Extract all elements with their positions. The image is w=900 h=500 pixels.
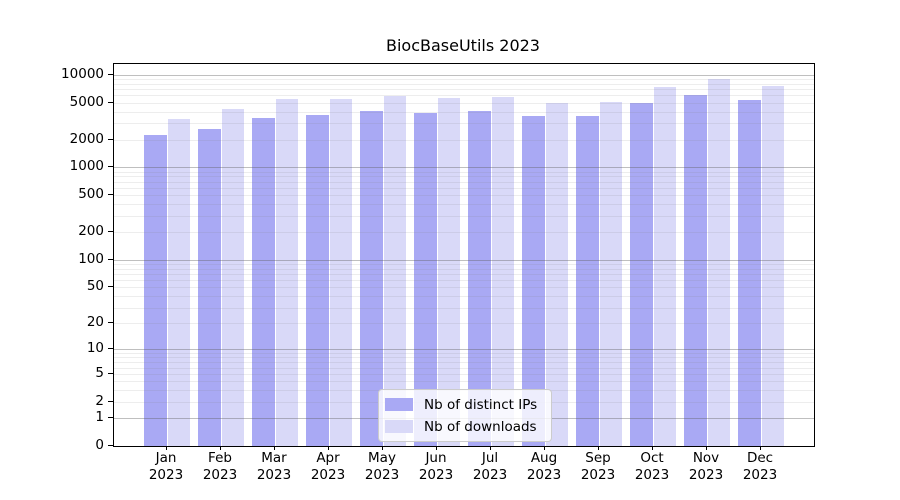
y-tick-mark	[108, 286, 113, 288]
y-tick-label: 1	[95, 409, 104, 425]
x-tick-mark	[328, 446, 329, 450]
y-tick-mark	[108, 445, 113, 446]
y-tick-mark	[108, 322, 113, 324]
bar-downloads	[707, 78, 730, 446]
x-tick-mark	[220, 446, 221, 450]
y-tick-mark	[108, 194, 113, 196]
x-tick-label: Sep 2023	[580, 450, 616, 483]
x-tick-mark	[490, 446, 491, 450]
x-tick-label: Nov 2023	[688, 450, 724, 483]
bar-distinct-ips	[576, 116, 599, 446]
x-tick-mark	[436, 446, 437, 450]
y-tick-label: 100	[78, 250, 104, 267]
y-tick-label: 200	[78, 223, 104, 240]
bar-distinct-ips	[306, 114, 329, 446]
bar-downloads	[221, 109, 244, 446]
x-tick-label: Jun 2023	[418, 450, 454, 483]
y-tick-mark	[108, 348, 113, 350]
bar-distinct-ips	[360, 110, 383, 446]
bar-downloads	[329, 98, 352, 446]
bars-layer	[114, 64, 814, 446]
y-tick-mark	[108, 231, 113, 233]
y-tick-mark	[108, 101, 113, 103]
legend-swatch-downloads	[385, 420, 413, 433]
x-tick-mark	[760, 446, 761, 450]
bar-distinct-ips	[684, 95, 707, 446]
x-tick-label: May 2023	[364, 450, 400, 483]
x-tick-mark	[274, 446, 275, 450]
x-tick-label: Mar 2023	[256, 450, 292, 483]
y-tick-mark	[108, 138, 113, 140]
y-tick-label: 2000	[69, 130, 104, 147]
x-tick-mark	[382, 446, 383, 450]
y-tick-label: 5000	[69, 93, 104, 110]
bar-distinct-ips	[630, 103, 653, 446]
bar-distinct-ips	[522, 115, 545, 446]
bar-distinct-ips	[468, 110, 491, 446]
x-tick-label: Feb 2023	[202, 450, 238, 483]
y-tick-label: 2	[95, 392, 104, 409]
bar-downloads	[545, 102, 568, 446]
x-tick-label: Jan 2023	[148, 450, 184, 483]
legend-item-downloads: Nb of downloads	[385, 417, 537, 436]
y-tick-mark	[108, 372, 113, 374]
y-tick-label: 10	[86, 340, 104, 357]
bar-downloads	[383, 95, 406, 446]
y-axis: 10000 5000 2000 1000 500 200 100 50 20 10 5 2 1 0	[0, 63, 104, 453]
x-tick-label: Aug 2023	[526, 450, 562, 483]
legend-item-distinct-ips: Nb of distinct IPs	[385, 395, 537, 414]
x-tick-label: Jul 2023	[472, 450, 508, 483]
bar-distinct-ips	[738, 100, 761, 446]
legend-swatch-distinct-ips	[385, 398, 413, 411]
bar-downloads	[491, 97, 514, 446]
x-tick-mark	[166, 446, 167, 450]
x-tick-label: Dec 2023	[742, 450, 778, 483]
x-tick-mark	[652, 446, 653, 450]
x-tick-mark	[598, 446, 599, 450]
y-tick-label: 5	[95, 364, 104, 381]
x-tick-mark	[544, 446, 545, 450]
y-tick-mark	[108, 258, 113, 260]
bar-downloads	[275, 99, 298, 446]
y-tick-mark	[108, 166, 113, 168]
y-tick-label: 20	[86, 314, 104, 331]
legend: Nb of distinct IPs Nb of downloads	[378, 389, 553, 442]
bar-distinct-ips	[252, 117, 275, 446]
chart-title: BiocBaseUtils 2023	[386, 36, 540, 55]
bar-distinct-ips	[198, 128, 221, 446]
y-tick-label: 0	[95, 437, 104, 453]
bar-distinct-ips	[144, 134, 167, 446]
x-tick-mark	[706, 446, 707, 450]
bar-distinct-ips	[414, 112, 437, 446]
y-tick-label: 500	[78, 186, 104, 203]
x-tick-label: Apr 2023	[310, 450, 346, 483]
legend-label: Nb of downloads	[424, 418, 537, 435]
y-tick-mark	[108, 417, 113, 418]
plot-area	[113, 63, 815, 447]
y-tick-mark	[108, 400, 113, 402]
legend-label: Nb of distinct IPs	[424, 396, 538, 413]
y-tick-mark	[108, 73, 113, 75]
bar-downloads	[167, 119, 190, 446]
bar-downloads	[653, 87, 676, 446]
y-tick-label: 50	[86, 278, 104, 295]
y-tick-label: 1000	[69, 158, 104, 175]
bar-downloads	[761, 85, 784, 446]
bar-downloads	[599, 101, 622, 446]
x-tick-label: Oct 2023	[634, 450, 670, 483]
bar-downloads	[437, 98, 460, 446]
y-tick-label: 10000	[61, 65, 104, 82]
